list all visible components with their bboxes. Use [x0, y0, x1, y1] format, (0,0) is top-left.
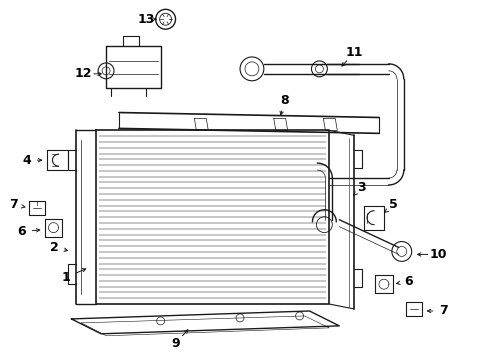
- Text: 1: 1: [62, 271, 71, 284]
- Text: 11: 11: [345, 46, 362, 59]
- Text: 8: 8: [280, 94, 288, 107]
- Text: 13: 13: [137, 13, 154, 26]
- Text: 3: 3: [356, 181, 365, 194]
- Text: 5: 5: [388, 198, 397, 211]
- Text: 12: 12: [74, 67, 92, 80]
- Text: 9: 9: [171, 337, 180, 350]
- Text: 2: 2: [50, 241, 59, 254]
- Text: 7: 7: [438, 305, 447, 318]
- Text: 7: 7: [9, 198, 18, 211]
- Text: 6: 6: [404, 275, 412, 288]
- Text: 4: 4: [22, 154, 31, 167]
- Text: 10: 10: [429, 248, 447, 261]
- Text: 6: 6: [18, 225, 26, 238]
